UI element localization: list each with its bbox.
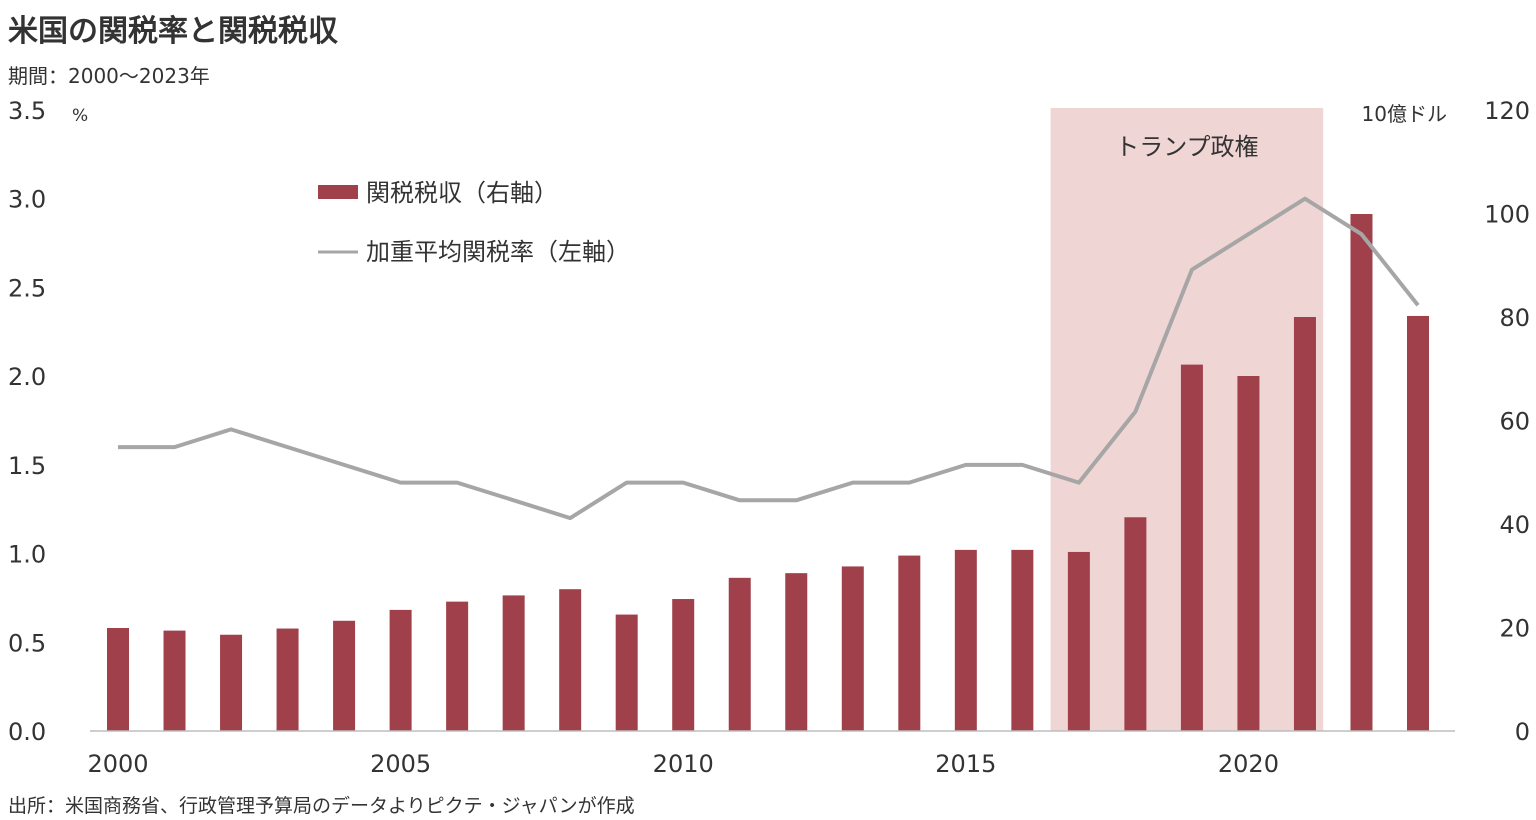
bar-2018 [1124,517,1147,731]
chart: トランプ政権 0.0 0.5 1.0 1.5 2.0 2.5 3.0 3.5 % 0 20 40 60 8… [8,97,1530,778]
y-left-tick: 0.0 [8,718,46,746]
bar-2003 [276,628,299,731]
y-right-tick: 20 [1499,615,1530,643]
chart-title: 米国の関税率と関税税収 [8,14,338,49]
shaded-region-label: トランプ政権 [1115,133,1258,161]
bar-2008 [559,589,582,731]
y-left-tick: 2.0 [8,363,46,391]
bar-2005 [389,609,412,731]
bar-2023 [1407,315,1429,731]
bar-2016 [1011,549,1034,731]
y-left-tick: 2.5 [8,274,46,302]
y-right-tick: 60 [1499,408,1530,436]
y-right-tick: 120 [1484,97,1530,125]
bar-2014 [898,555,921,731]
y-left-unit: % [72,106,88,126]
bar-2020 [1237,375,1260,731]
bar-2006 [446,601,469,731]
x-tick: 2000 [87,750,148,778]
bar-2021 [1293,317,1316,731]
y-left-tick: 0.5 [8,629,46,657]
bar-2009 [615,614,638,731]
x-tick: 2020 [1218,750,1279,778]
bar-2007 [502,595,525,731]
x-tick: 2010 [653,750,714,778]
bar-2002 [220,634,243,731]
y-right-tick: 100 [1484,201,1530,229]
x-tick: 2015 [935,750,996,778]
legend-swatch-tariff-revenue [318,185,358,199]
bar-2000 [107,628,129,731]
y-left-tick: 1.5 [8,452,46,480]
bar-2019 [1180,364,1203,731]
legend-label-tariff-rate: 加重平均関税率（左軸） [366,238,630,266]
bar-2012 [785,573,808,731]
line-tariff-rate [118,196,1420,521]
bar-2004 [333,620,356,731]
y-right-tick: 80 [1499,304,1530,332]
y-left-tick: 3.5 [8,97,46,125]
bar-2011 [728,577,751,731]
bar-2017 [1067,551,1090,731]
y-right-unit: 10億ドル [1362,102,1447,126]
bar-2010 [672,599,695,731]
source-note: 出所：米国商務省、行政管理予算局のデータよりピクテ・ジャパンが作成 [8,795,635,817]
bar-2013 [841,566,864,731]
bar-2001 [163,630,186,731]
y-right-tick: 0 [1515,718,1530,746]
y-left-tick: 1.0 [8,541,46,569]
y-right-tick: 40 [1499,511,1530,539]
legend-label-tariff-revenue: 関税税収（右軸） [366,179,558,207]
bar-2015 [954,549,977,731]
y-left-tick: 3.0 [8,186,46,214]
bar-2022 [1350,214,1373,731]
chart-period: 期間：2000～2023年 [8,64,210,88]
x-tick: 2005 [370,750,431,778]
